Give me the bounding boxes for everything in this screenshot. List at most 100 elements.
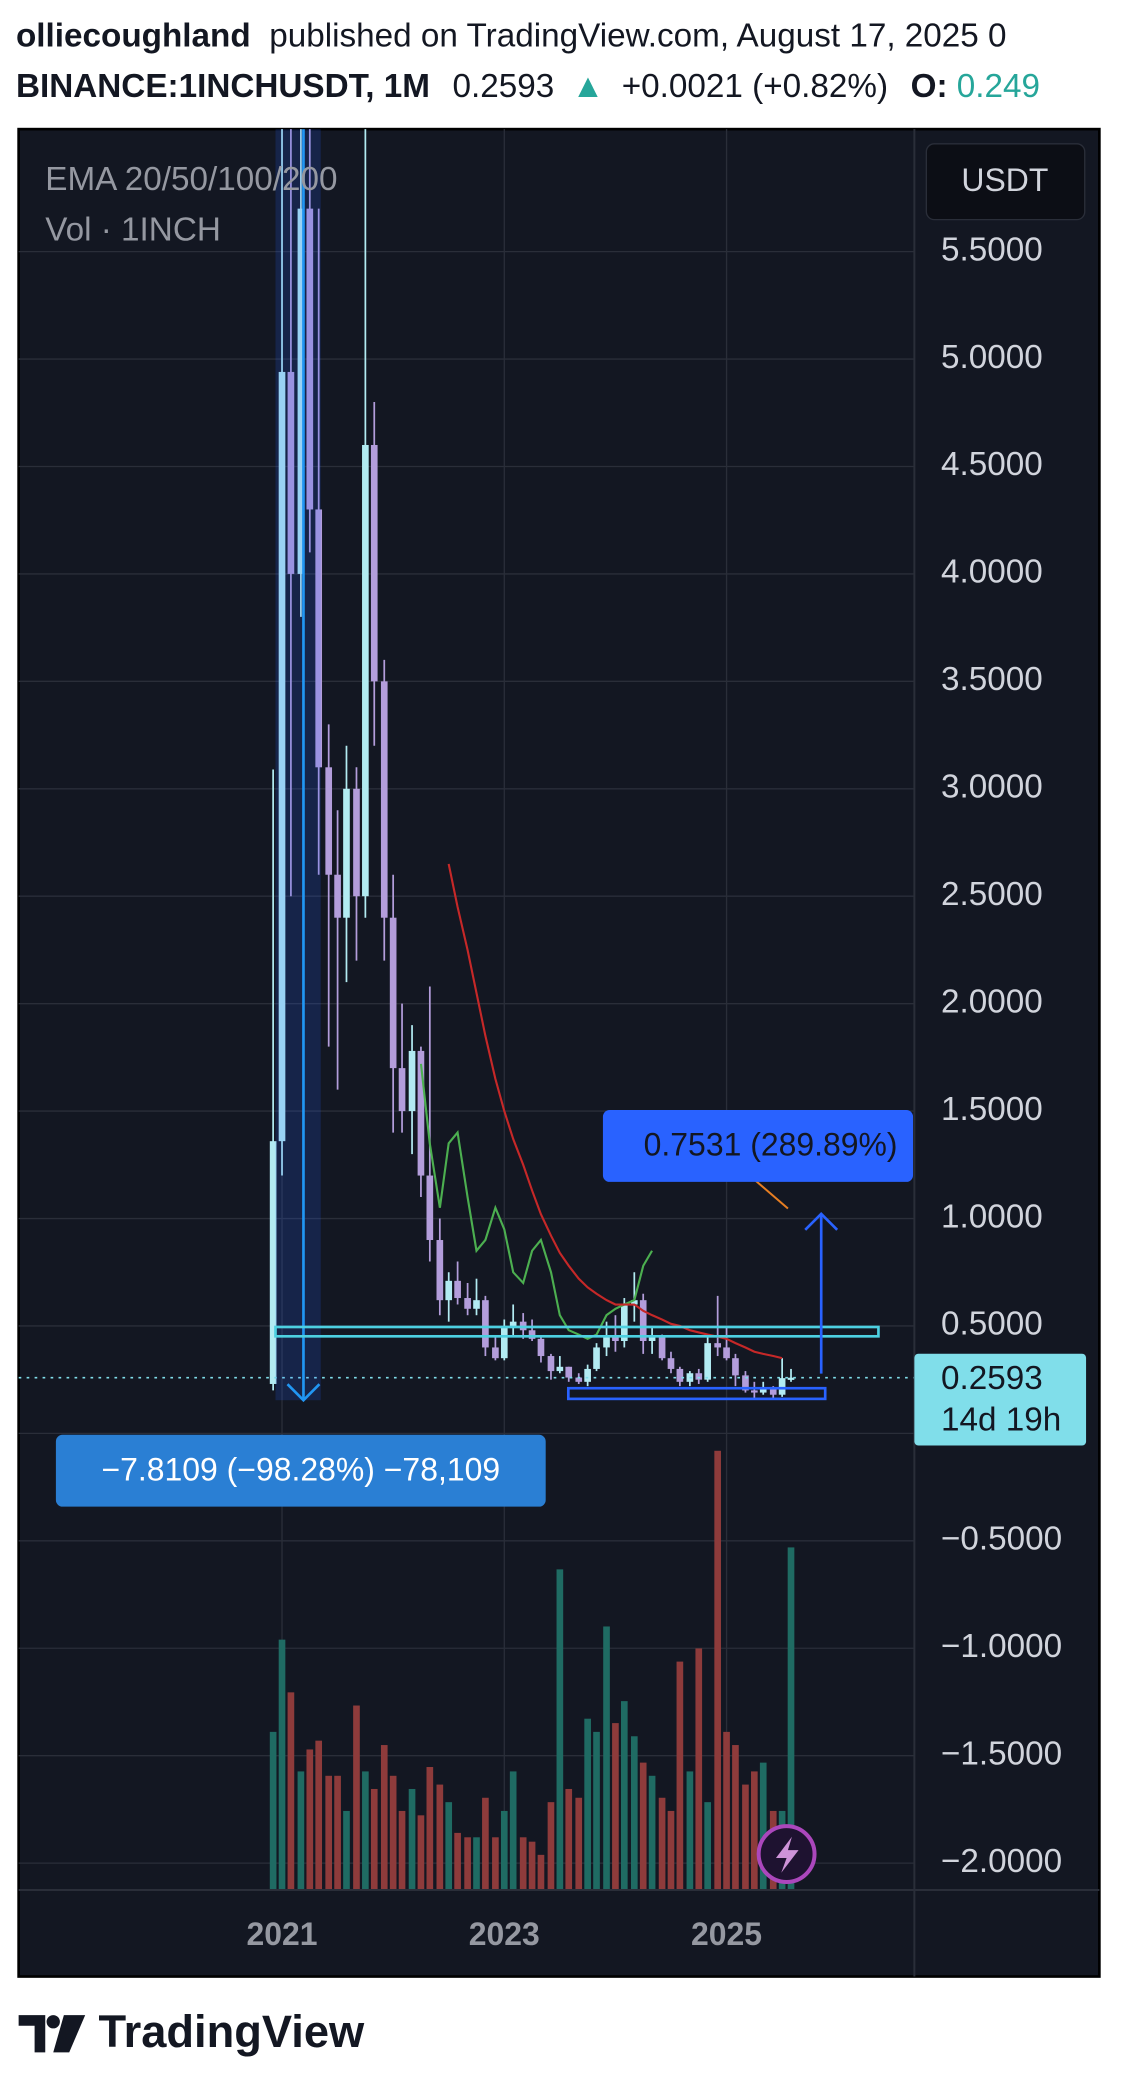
volume-bar: [612, 1723, 619, 1890]
currency-label[interactable]: USDT: [961, 162, 1048, 198]
measure-down-label-box: [55, 1434, 546, 1507]
volume-bar: [278, 1639, 286, 1890]
volume-bar: [584, 1718, 591, 1890]
y-tick-label: 0.5000: [941, 1306, 1043, 1343]
price-tag: 0.2593 14d 19h: [914, 1353, 1087, 1446]
volume-bar: [704, 1802, 711, 1890]
candle-body: [353, 788, 360, 897]
candle-body: [492, 1347, 499, 1359]
candle-body: [639, 1300, 647, 1342]
volume-bar: [686, 1771, 694, 1890]
volume-bar: [315, 1740, 323, 1890]
y-tick-label: 3.0000: [941, 769, 1043, 806]
volume-bar: [723, 1731, 730, 1890]
volume-bar: [593, 1731, 600, 1890]
candle-body: [742, 1375, 749, 1391]
candle-body: [769, 1388, 777, 1395]
candle-body: [325, 767, 333, 875]
header-line-1: olliecoughland published on TradingView.…: [16, 17, 1007, 54]
volume-bar: [759, 1762, 767, 1890]
volume-bar: [398, 1810, 406, 1890]
candle-body: [630, 1300, 638, 1305]
open-label: O:: [911, 68, 948, 105]
candle-body: [732, 1358, 739, 1376]
brand: TradingView: [98, 2006, 365, 2057]
candle-body: [648, 1336, 656, 1342]
volume-bar: [575, 1797, 583, 1890]
open-value: 0.249: [957, 68, 1040, 105]
measure-up-label-box: [602, 1110, 914, 1182]
candle-body: [408, 1050, 416, 1112]
volume-bar: [436, 1784, 444, 1890]
volume-bar: [380, 1745, 388, 1890]
volume-bar: [537, 1854, 545, 1890]
candle-body: [556, 1366, 564, 1372]
candle-body: [759, 1388, 767, 1393]
volume-bar: [603, 1626, 610, 1890]
up-arrow: ▲: [572, 68, 605, 105]
candle-body: [723, 1347, 730, 1359]
candle-body: [426, 1175, 434, 1241]
candle-body: [787, 1377, 795, 1380]
volume-bar: [417, 1815, 425, 1890]
volume-bar: [500, 1810, 508, 1890]
volume-bar: [482, 1797, 489, 1890]
candle-body: [667, 1358, 675, 1369]
candle-body: [751, 1390, 758, 1393]
y-tick-label: 4.5000: [941, 446, 1043, 483]
volume-bar: [528, 1841, 536, 1890]
candle-body: [306, 208, 314, 510]
measure-down-area: [275, 129, 321, 1401]
candle-body: [380, 681, 388, 918]
candle-body: [454, 1280, 461, 1299]
volume-bar: [667, 1810, 675, 1890]
y-tick-label: 3.5000: [941, 661, 1043, 698]
candle-body: [593, 1347, 600, 1369]
logo-v: [53, 2015, 86, 2053]
candle-body: [482, 1300, 489, 1348]
y-tick-label: 1.0000: [941, 1198, 1043, 1235]
author: olliecoughland: [16, 17, 251, 54]
header-line-2: BINANCE:1INCHUSDT, 1M 0.2593 ▲ +0.0021 (…: [16, 68, 1040, 105]
candle-body: [547, 1356, 555, 1372]
volume-bar: [509, 1771, 517, 1890]
volume-bar: [370, 1788, 378, 1890]
candle-body: [315, 509, 323, 768]
candle-body: [343, 788, 350, 918]
candle-body: [603, 1336, 610, 1348]
candle-body: [473, 1300, 480, 1309]
x-tick-label: 2021: [246, 1916, 317, 1952]
volume-bar: [334, 1775, 341, 1890]
candle-body: [417, 1050, 425, 1176]
candle-body: [287, 371, 295, 574]
tick-layer: 5.5000 5.0000 4.5000 4.0000 3.5000 3.0000 2.50…: [246, 231, 1062, 1952]
volume-bar: [464, 1837, 471, 1890]
volume-bar: [676, 1661, 684, 1890]
level-box: [274, 1325, 880, 1338]
candle-body: [676, 1368, 684, 1382]
candle-body: [278, 371, 286, 1142]
candle-body: [584, 1368, 591, 1382]
volume-bar: [565, 1788, 573, 1890]
candle-body: [537, 1338, 545, 1357]
y-tick-label: 5.0000: [941, 339, 1043, 376]
price-tag-countdown: 14d 19h: [941, 1401, 1061, 1438]
drawings: [274, 129, 880, 1403]
volume-bar: [492, 1837, 499, 1890]
candle-body: [464, 1298, 471, 1309]
volume-bar: [787, 1547, 795, 1890]
volume-bar: [362, 1771, 369, 1890]
candle-body: [528, 1330, 536, 1339]
x-tick-label: 2025: [691, 1916, 762, 1952]
ema-line: [419, 1063, 653, 1341]
y-tick-label: 2.5000: [941, 876, 1043, 913]
currency-button[interactable]: [925, 143, 1086, 221]
volume-bar: [695, 1648, 703, 1890]
grid: [18, 129, 915, 1890]
candle-layer: [269, 129, 795, 1400]
measure-up-arrow: [804, 1211, 839, 1231]
measure-down-label: −7.8109 (−98.28%) −78,109: [101, 1452, 500, 1488]
candle-body: [695, 1373, 703, 1380]
